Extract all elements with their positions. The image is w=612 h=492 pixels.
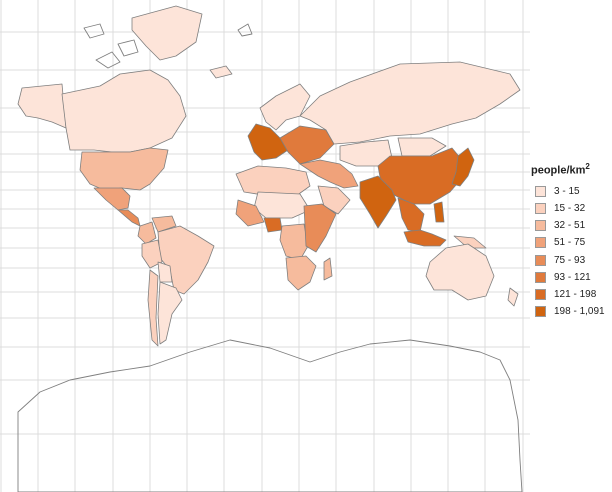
country-regions xyxy=(17,5,521,347)
legend-swatch xyxy=(535,306,546,318)
legend: people/km2 3 - 15 15 - 32 32 - 51 51 - 75 75… xyxy=(531,162,611,320)
region-brazil xyxy=(157,225,215,295)
legend-swatch xyxy=(535,271,546,283)
legend-label: 51 - 75 xyxy=(554,237,586,249)
region-argentina xyxy=(157,281,183,345)
region-west-africa xyxy=(235,199,265,227)
region-sahara xyxy=(253,191,311,219)
legend-swatch xyxy=(535,185,546,197)
region-canada xyxy=(61,69,187,153)
legend-item: 15 - 32 xyxy=(531,200,611,217)
region-bolivia xyxy=(157,261,173,283)
unshaded-outlines xyxy=(17,23,523,492)
region-united-states xyxy=(79,147,169,191)
region-scandinavia xyxy=(259,83,311,131)
legend-swatch xyxy=(535,237,546,249)
region-peru xyxy=(141,239,163,269)
legend-label: 15 - 32 xyxy=(554,202,586,214)
region-antarctica xyxy=(17,339,523,492)
legend-label: 32 - 51 xyxy=(554,220,586,232)
legend-item: 32 - 51 xyxy=(531,217,611,234)
region-arctic-island xyxy=(83,23,105,39)
legend-label: 75 - 93 xyxy=(554,254,586,266)
region-venezuela xyxy=(151,215,177,233)
region-alaska xyxy=(17,83,67,129)
legend-label: 198 - 1,091 xyxy=(554,306,605,318)
world-map xyxy=(0,0,530,492)
region-mexico xyxy=(93,187,131,211)
legend-item: 121 - 198 xyxy=(531,286,611,303)
region-chile xyxy=(147,269,159,347)
region-middle-east xyxy=(299,159,359,189)
region-australia xyxy=(425,243,495,301)
region-east-africa xyxy=(303,203,337,253)
region-eastern-europe xyxy=(279,125,335,165)
region-north-africa xyxy=(235,165,311,197)
legend-swatch xyxy=(535,288,546,300)
region-southern-africa xyxy=(285,255,317,291)
region-indonesia xyxy=(403,229,447,247)
legend-label: 93 - 121 xyxy=(554,271,591,283)
region-nigeria xyxy=(263,217,283,233)
legend-swatch xyxy=(535,220,546,232)
legend-label: 121 - 198 xyxy=(554,288,597,300)
region-mongolia xyxy=(397,137,447,157)
legend-label: 3 - 15 xyxy=(554,185,580,197)
region-madagascar xyxy=(323,257,333,281)
legend-item: 93 - 121 xyxy=(531,269,611,286)
region-russia xyxy=(299,61,521,145)
legend-classes: 3 - 15 15 - 32 32 - 51 51 - 75 75 - 93 93 - 1… xyxy=(531,183,611,321)
legend-item: 198 - 1,091 xyxy=(531,303,611,320)
region-central-america xyxy=(117,209,141,227)
region-iceland xyxy=(209,65,233,79)
legend-item: 51 - 75 xyxy=(531,234,611,251)
region-arctic-island xyxy=(237,23,253,37)
legend-title: people/km2 xyxy=(531,162,590,177)
region-arctic-island xyxy=(95,51,121,69)
region-philippines xyxy=(433,201,445,223)
legend-swatch xyxy=(535,202,546,214)
legend-swatch xyxy=(535,254,546,266)
region-india xyxy=(359,175,397,229)
region-papua-new-guinea xyxy=(453,235,487,249)
region-arctic-island xyxy=(117,39,139,57)
region-central-africa xyxy=(279,223,309,261)
region-colombia xyxy=(137,221,157,245)
region-greenland xyxy=(131,5,203,61)
region-japan xyxy=(451,147,475,187)
legend-item: 3 - 15 xyxy=(531,183,611,200)
region-new-zealand xyxy=(507,287,519,307)
legend-item: 75 - 93 xyxy=(531,251,611,268)
